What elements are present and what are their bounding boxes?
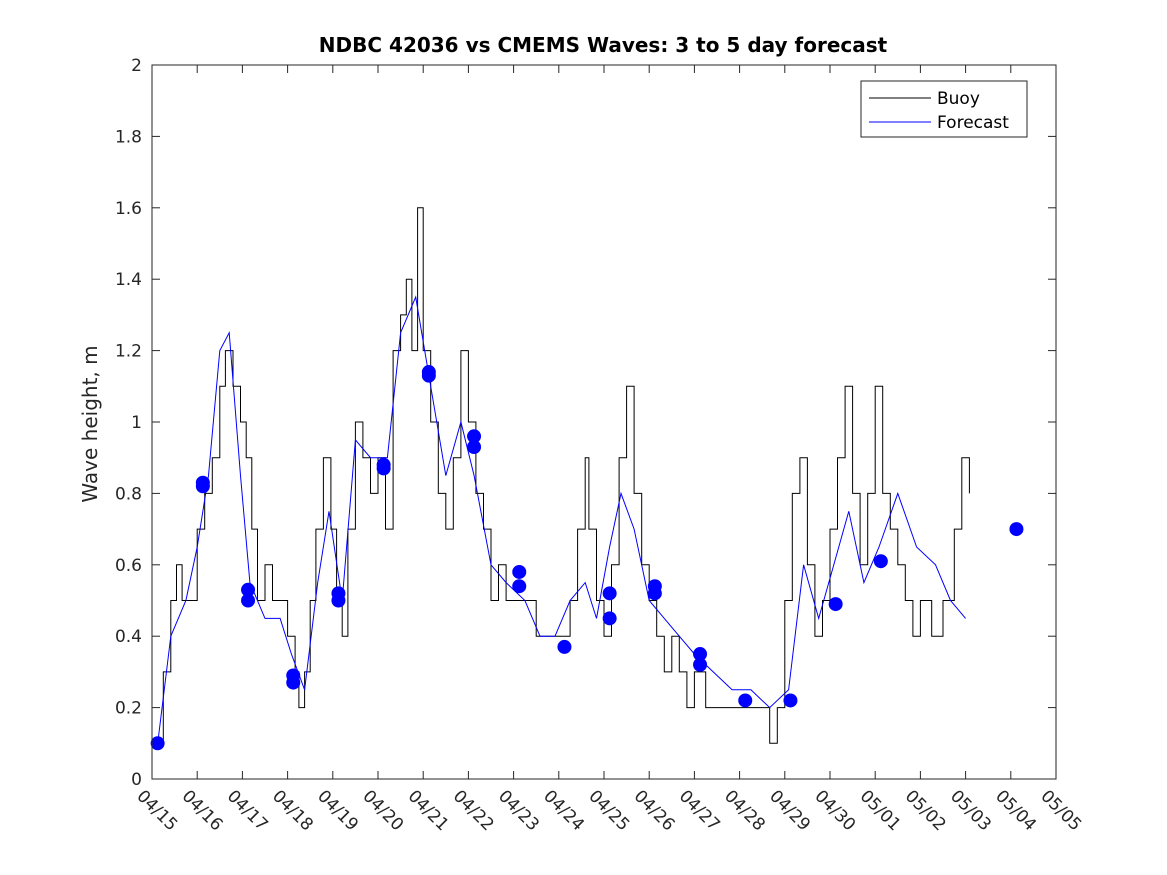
x-tick-label: 04/28 [720, 786, 769, 835]
forecast-start-marker [241, 593, 256, 608]
forecast-start-marker [873, 554, 888, 569]
x-tick-label: 05/04 [991, 786, 1040, 835]
y-tick-label: 0.6 [115, 556, 142, 576]
x-tick-label: 05/01 [856, 786, 905, 835]
forecast-start-marker [602, 611, 617, 626]
x-tick-label: 04/27 [675, 786, 724, 835]
x-tick-label: 04/21 [404, 786, 453, 835]
forecast-start-marker [512, 564, 527, 579]
forecast-start-marker [602, 586, 617, 601]
forecast-start-marker [693, 657, 708, 672]
y-tick-label: 2 [131, 56, 142, 76]
y-tick-label: 0.2 [115, 699, 142, 719]
axes: 00.20.40.60.811.21.41.61.8204/1504/1604/… [115, 56, 1085, 835]
plot-area [150, 207, 1024, 751]
x-tick-label: 04/18 [268, 786, 317, 835]
x-tick-label: 04/22 [449, 786, 498, 835]
y-tick-label: 1.2 [115, 342, 142, 362]
x-tick-label: 05/03 [946, 786, 995, 835]
forecast-start-marker [376, 461, 391, 476]
x-tick-label: 04/15 [132, 786, 181, 835]
forecast-start-marker [738, 693, 753, 708]
forecast-start-marker [512, 579, 527, 594]
forecast-start-marker [150, 736, 165, 751]
x-tick-label: 04/16 [178, 786, 227, 835]
legend-label-forecast: Forecast [937, 113, 1009, 133]
x-tick-label: 05/05 [1036, 786, 1085, 835]
y-tick-label: 0.4 [115, 627, 142, 647]
x-tick-label: 04/20 [358, 786, 407, 835]
y-axis-label: Wave height, m [78, 345, 102, 502]
x-tick-label: 04/19 [313, 786, 362, 835]
x-tick-label: 04/25 [584, 786, 633, 835]
series-line-forecast [157, 295, 966, 744]
legend-box [860, 80, 1028, 138]
x-tick-label: 04/17 [223, 786, 272, 835]
y-tick-label: 0.8 [115, 484, 142, 504]
y-tick-label: 1 [131, 413, 142, 433]
x-tick-label: 04/24 [539, 786, 588, 835]
forecast-start-marker [421, 368, 436, 383]
x-tick-label: 04/29 [765, 786, 814, 835]
forecast-start-marker [286, 675, 301, 690]
forecast-start-marker [828, 597, 843, 612]
forecast-start-marker [331, 593, 346, 608]
series-line-buoy [159, 207, 970, 744]
y-tick-label: 1.4 [115, 270, 142, 290]
x-tick-label: 04/23 [494, 786, 543, 835]
forecast-start-marker [467, 439, 482, 454]
y-tick-label: 0 [131, 770, 142, 790]
forecast-start-marker [557, 639, 572, 654]
x-tick-label: 04/30 [810, 786, 859, 835]
forecast-start-marker [195, 479, 210, 494]
legend: Buoy Forecast [860, 80, 1028, 138]
y-tick-label: 1.6 [115, 199, 142, 219]
legend-label-buoy: Buoy [937, 89, 980, 109]
y-tick-label: 1.8 [115, 127, 142, 147]
forecast-start-marker [1009, 522, 1024, 537]
x-tick-label: 05/02 [901, 786, 950, 835]
forecast-start-marker [647, 586, 662, 601]
x-tick-label: 04/26 [630, 786, 679, 835]
forecast-start-marker [783, 693, 798, 708]
chart-title: NDBC 42036 vs CMEMS Waves: 3 to 5 day fo… [319, 33, 888, 57]
